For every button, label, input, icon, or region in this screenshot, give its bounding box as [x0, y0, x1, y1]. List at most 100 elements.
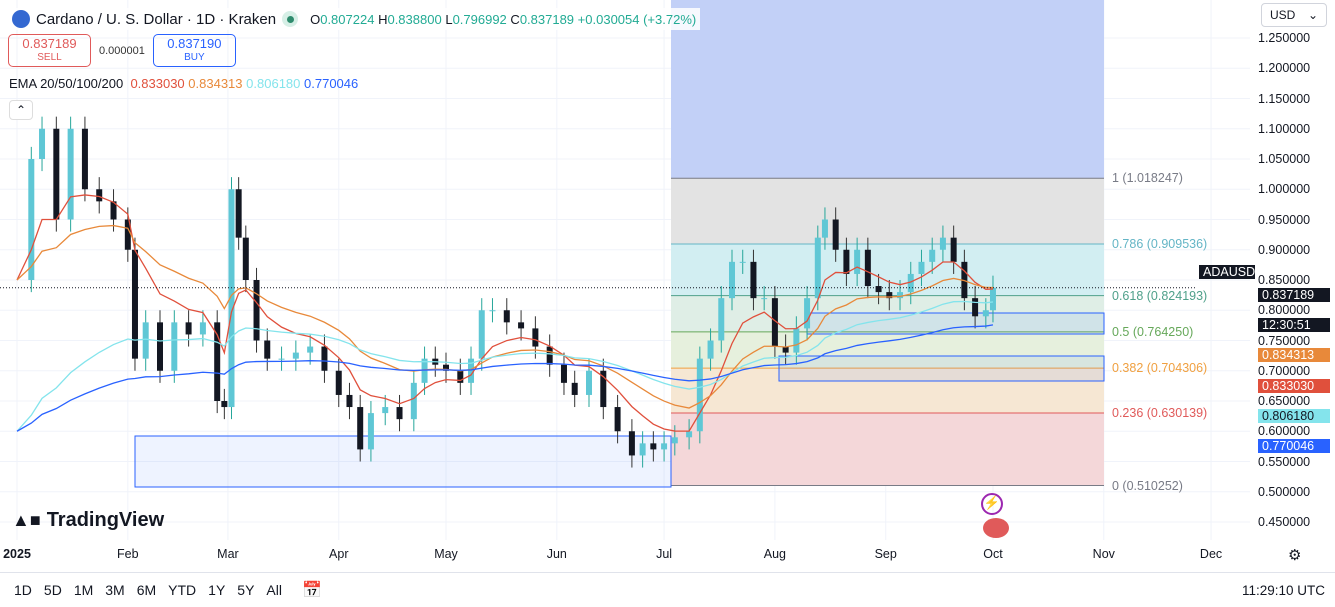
market-status-icon — [282, 11, 299, 27]
timeframe-3m[interactable]: 3M — [105, 582, 125, 598]
timeframe-5d[interactable]: 5D — [43, 582, 62, 598]
candle-body — [81, 128, 88, 190]
currency-select[interactable]: USD ⌄ — [1261, 3, 1327, 27]
candle-body — [661, 443, 668, 450]
candle-body — [886, 292, 893, 299]
y-axis-tick: 0.600000 — [1258, 424, 1311, 439]
timeframe-1y[interactable]: 1Y — [208, 582, 226, 598]
candle-body — [832, 219, 839, 250]
timeframe-1d[interactable]: 1D — [14, 582, 32, 598]
fib-level-label: 0.236 (0.630139) — [1112, 406, 1208, 421]
candle-body — [357, 407, 364, 450]
candle-body — [457, 370, 464, 383]
spread: 0.000001 — [99, 44, 145, 57]
candle-body — [264, 340, 271, 359]
candle-body — [468, 358, 475, 383]
candle-body — [242, 237, 249, 280]
candle-body — [96, 189, 103, 202]
price-chart[interactable] — [0, 0, 1335, 572]
ema50-price-tag: 0.834313 — [1258, 348, 1330, 362]
candle-body — [410, 382, 417, 420]
y-axis-tick: 1.050000 — [1258, 152, 1311, 166]
timeframe-5y[interactable]: 5Y — [237, 582, 255, 598]
ema200-price-tag: 0.770046 — [1258, 439, 1330, 453]
y-axis-tick: 0.450000 — [1258, 515, 1311, 529]
x-axis-tick: Mar — [217, 547, 239, 561]
candle-body — [335, 370, 342, 395]
candle-body — [864, 249, 871, 287]
fib-zone — [671, 178, 1104, 244]
candle-body — [560, 364, 567, 383]
y-axis-tick: 0.550000 — [1258, 454, 1311, 469]
candle-body — [307, 346, 314, 353]
ema200-line — [16, 324, 994, 432]
candle-body — [843, 249, 850, 274]
x-axis-tick: Sep — [874, 547, 897, 561]
fib-zone — [671, 295, 1104, 332]
y-axis-tick: 1.200000 — [1258, 61, 1311, 76]
chevron-down-icon: ⌄ — [1307, 8, 1318, 22]
lightning-event-icon[interactable]: ⚡ — [981, 493, 1003, 515]
tradingview-logo[interactable]: ▲■ TradingView — [12, 509, 165, 531]
candle-body — [804, 298, 811, 329]
candle-body — [199, 322, 206, 335]
y-axis-tick: 1.100000 — [1258, 121, 1311, 136]
candle-body — [185, 322, 192, 335]
candle-body — [897, 292, 904, 299]
candle-body — [696, 358, 703, 432]
candle-body — [124, 219, 131, 250]
settings-gear-icon[interactable]: ⚙ — [1288, 547, 1302, 564]
ema100-line — [16, 300, 994, 432]
candle-body — [478, 310, 485, 359]
candle-body — [278, 358, 285, 360]
us-economic-event-icon[interactable] — [983, 518, 1009, 538]
ema100-price-tag: 0.806180 — [1258, 409, 1330, 423]
candle-body — [546, 346, 553, 365]
fib-zone — [671, 331, 1104, 369]
candle-body — [396, 407, 403, 420]
demand-box — [806, 312, 1105, 335]
x-axis-tick: Oct — [983, 547, 1003, 561]
calendar-range-icon[interactable]: 📅 — [301, 582, 322, 599]
candle-body — [489, 310, 496, 312]
buy-button[interactable]: 0.837190 BUY — [152, 34, 236, 67]
candle-body — [718, 298, 725, 341]
y-axis-tick: 0.850000 — [1258, 273, 1311, 287]
timeframe-all[interactable]: All — [266, 582, 282, 598]
candle-body — [586, 370, 592, 395]
candle-body — [157, 322, 163, 371]
timeframe-6m[interactable]: 6M — [136, 582, 157, 598]
candle-body — [729, 261, 735, 299]
candle-body — [221, 401, 228, 408]
timeframe-ytd[interactable]: YTD — [168, 582, 197, 598]
candle-body — [814, 237, 821, 299]
candle-body — [929, 249, 936, 262]
candle-body — [292, 352, 299, 359]
fib-level-label: 0.382 (0.704306) — [1112, 361, 1208, 376]
candle-body — [875, 286, 882, 293]
clock[interactable]: 11:29:10 UTC — [1241, 583, 1325, 598]
sell-button[interactable]: 0.837189 SELL — [8, 34, 91, 67]
symbol-title[interactable]: Cardano / U. S. Dollar · 1D · Kraken — [36, 10, 277, 28]
x-axis-tick: Dec — [1199, 547, 1223, 561]
timeframe-1m[interactable]: 1M — [73, 582, 94, 598]
y-axis-tick: 0.950000 — [1258, 212, 1311, 227]
candle-body — [443, 364, 449, 371]
candle-body — [367, 413, 374, 450]
candle-body — [707, 340, 714, 359]
candle-body — [614, 407, 621, 432]
candle-body — [771, 298, 778, 347]
collapse-legend-button[interactable]: ⌃ — [9, 100, 33, 120]
ohlc-values: O0.807224 H0.838800 L0.796992 C0.837189 … — [310, 11, 697, 27]
bottom-toolbar: 1D 5D 1M 3M 6M YTD 1Y 5Y All 📅 11:29:10 UTC — [0, 572, 1335, 607]
candle-body — [821, 219, 828, 238]
candle-body — [972, 298, 979, 317]
candle-body — [650, 443, 657, 450]
candle-body — [39, 128, 46, 159]
y-axis-tick: 1.000000 — [1258, 182, 1311, 197]
ema-legend[interactable]: EMA 20/50/100/200 0.833030 0.834313 0.80… — [9, 76, 359, 91]
y-axis-tick: 0.800000 — [1258, 303, 1311, 318]
candle-body — [600, 370, 607, 408]
candle-body — [228, 189, 235, 408]
support-box — [134, 435, 672, 488]
